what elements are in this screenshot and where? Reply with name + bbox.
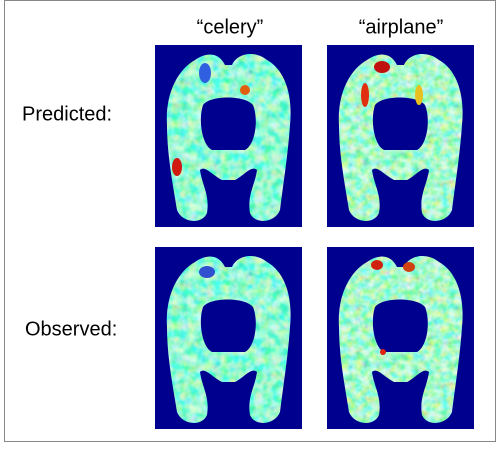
hotspot [172, 158, 182, 176]
hotspot [403, 262, 415, 272]
brain-panel [155, 45, 302, 227]
coldspot [199, 63, 211, 83]
frame [4, 0, 496, 442]
hotspot [415, 85, 423, 105]
brain-panel [155, 247, 302, 429]
column-label: “airplane” [359, 16, 443, 38]
column-label: “celery” [197, 16, 264, 38]
hotspot [240, 85, 250, 95]
row-label: Predicted: [22, 103, 112, 125]
brain-panel [327, 247, 474, 429]
hotspot [361, 83, 369, 107]
brain-panel [327, 45, 474, 227]
coldspot [199, 266, 215, 278]
hotspot [371, 260, 383, 270]
row-label: Observed: [25, 318, 117, 340]
hotspot [380, 349, 386, 355]
hotspot [374, 61, 390, 73]
